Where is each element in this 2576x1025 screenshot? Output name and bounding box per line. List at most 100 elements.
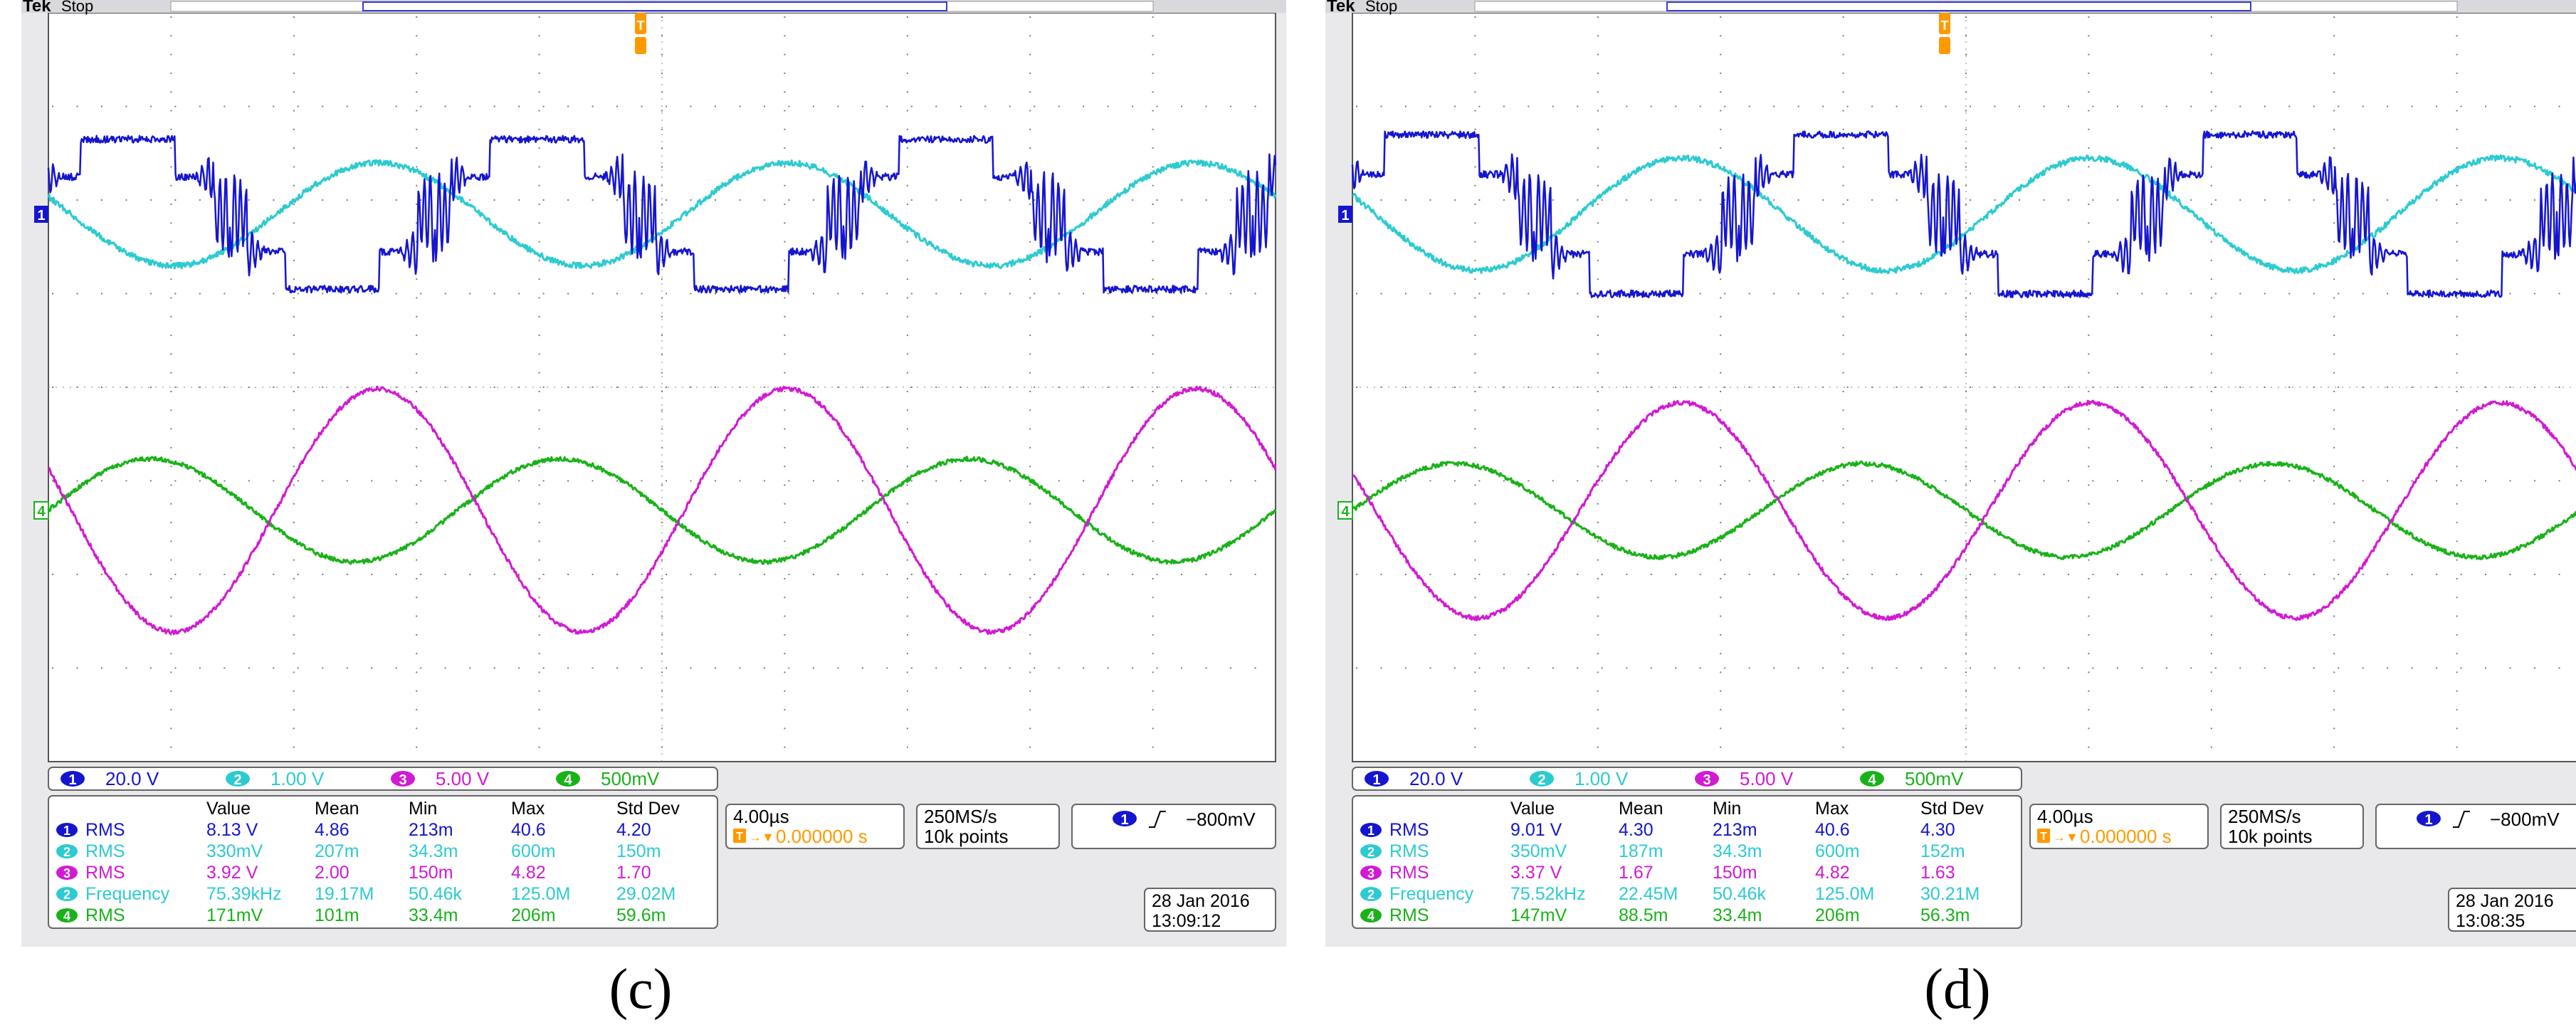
grid-dot bbox=[2313, 105, 2315, 107]
grid-dot bbox=[2333, 727, 2335, 730]
grid-dot bbox=[906, 110, 908, 112]
grid-dot bbox=[2088, 315, 2090, 317]
grid-dot bbox=[248, 667, 250, 669]
grid-dot bbox=[2456, 110, 2458, 112]
grid-dot bbox=[641, 105, 643, 107]
channel-4-ground-label: 4 bbox=[37, 504, 46, 520]
grid-dot bbox=[763, 574, 765, 575]
measurement-row-channel-badge bbox=[1360, 844, 1382, 858]
grid-dot bbox=[1230, 480, 1232, 482]
grid-dot bbox=[1474, 409, 1476, 411]
grid-dot bbox=[322, 387, 324, 388]
grid-dot bbox=[2362, 667, 2364, 669]
grid-dot bbox=[2239, 480, 2241, 482]
grid-dot bbox=[784, 353, 786, 355]
grid-dot bbox=[1842, 446, 1844, 448]
grid-dot bbox=[984, 480, 987, 482]
channel-1-ground-marker bbox=[34, 206, 48, 223]
grid-dot bbox=[2333, 634, 2335, 636]
grid-dot bbox=[1474, 16, 1476, 18]
grid-dot bbox=[984, 293, 987, 295]
grid-dot bbox=[1675, 105, 1677, 107]
grid-dot bbox=[2456, 634, 2458, 636]
grid-dot bbox=[2264, 480, 2266, 482]
grid-dot bbox=[2116, 199, 2118, 201]
measurement-max-cell: 206m bbox=[1815, 905, 1860, 925]
measurement-header-min: Min bbox=[1713, 799, 1741, 819]
grid-dot bbox=[416, 278, 418, 280]
grid-dot bbox=[1650, 105, 1652, 107]
grid-dot bbox=[906, 690, 908, 692]
grid-dot bbox=[661, 690, 663, 692]
grid-dot bbox=[444, 105, 446, 107]
grid-dot bbox=[1478, 667, 1481, 669]
grid-dot bbox=[2313, 480, 2315, 482]
grid-dot bbox=[2264, 199, 2266, 201]
grid-dot bbox=[2092, 574, 2094, 575]
grid-dot bbox=[224, 480, 226, 482]
sample-rate-value: 250MS/s bbox=[924, 806, 997, 827]
grid-dot bbox=[886, 667, 888, 669]
grid-dot bbox=[1474, 297, 1476, 299]
grid-dot bbox=[1896, 574, 1898, 575]
trigger-position-icon-label: T bbox=[2040, 831, 2047, 843]
grid-dot bbox=[100, 480, 102, 482]
grid-dot bbox=[1699, 105, 1701, 107]
grid-dot bbox=[170, 184, 172, 186]
grid-dot bbox=[906, 391, 908, 392]
measurement-value-cell: 147mV bbox=[1510, 905, 1567, 925]
grid-dot bbox=[224, 105, 226, 107]
date-value: 28 Jan 2016 bbox=[1152, 891, 1250, 911]
grid-dot bbox=[149, 667, 152, 669]
grid-dot bbox=[248, 199, 250, 201]
grid-dot bbox=[1846, 480, 1849, 482]
grid-dot bbox=[886, 387, 888, 388]
grid-dot bbox=[293, 559, 295, 561]
channel-1-scale: 20.0 V bbox=[1409, 768, 1463, 789]
grid-dot bbox=[2116, 105, 2118, 107]
grid-dot bbox=[444, 480, 446, 482]
grid-dot bbox=[2456, 522, 2458, 524]
grid-dot bbox=[1797, 293, 1799, 295]
grid-dot bbox=[2210, 184, 2212, 186]
grid-dot bbox=[297, 667, 299, 669]
grid-dot bbox=[690, 293, 692, 295]
grid-dot bbox=[1699, 199, 1701, 201]
grid-dot bbox=[1720, 466, 1722, 468]
grid-dot bbox=[1597, 709, 1599, 711]
graticule-area bbox=[1352, 12, 2576, 762]
grid-dot bbox=[2534, 480, 2536, 482]
grid-dot bbox=[538, 540, 540, 542]
grid-dot bbox=[1181, 387, 1183, 388]
grid-dot bbox=[1650, 667, 1652, 669]
measurement-mean-cell: 19.17M bbox=[315, 884, 374, 904]
grid-dot bbox=[1152, 484, 1154, 486]
grid-dot bbox=[906, 91, 908, 93]
grid-dot bbox=[1029, 484, 1031, 486]
grid-dot bbox=[416, 578, 418, 579]
grid-dot bbox=[1597, 653, 1599, 655]
grid-dot bbox=[1597, 466, 1599, 468]
grid-dot bbox=[2534, 199, 2536, 201]
grid-dot bbox=[1254, 387, 1256, 388]
grid-dot bbox=[784, 166, 786, 168]
grid-dot bbox=[1896, 480, 1898, 482]
grid-dot bbox=[1058, 387, 1060, 388]
grid-dot bbox=[2456, 596, 2458, 599]
grid-dot bbox=[1254, 105, 1256, 107]
grid-dot bbox=[1152, 147, 1154, 149]
grid-dot bbox=[1965, 466, 1967, 468]
grid-dot bbox=[1965, 540, 1967, 542]
grid-dot bbox=[76, 199, 78, 201]
trigger-position-value: 0.000000 s bbox=[776, 826, 868, 847]
grid-dot bbox=[538, 446, 540, 448]
grid-dot bbox=[1474, 166, 1476, 168]
grid-dot bbox=[2043, 480, 2045, 482]
grid-dot bbox=[812, 667, 814, 669]
grid-dot bbox=[2509, 387, 2511, 388]
grid-dot bbox=[906, 466, 908, 468]
grid-dot bbox=[444, 293, 446, 295]
grid-dot bbox=[690, 480, 692, 482]
grid-dot bbox=[1970, 293, 1971, 295]
